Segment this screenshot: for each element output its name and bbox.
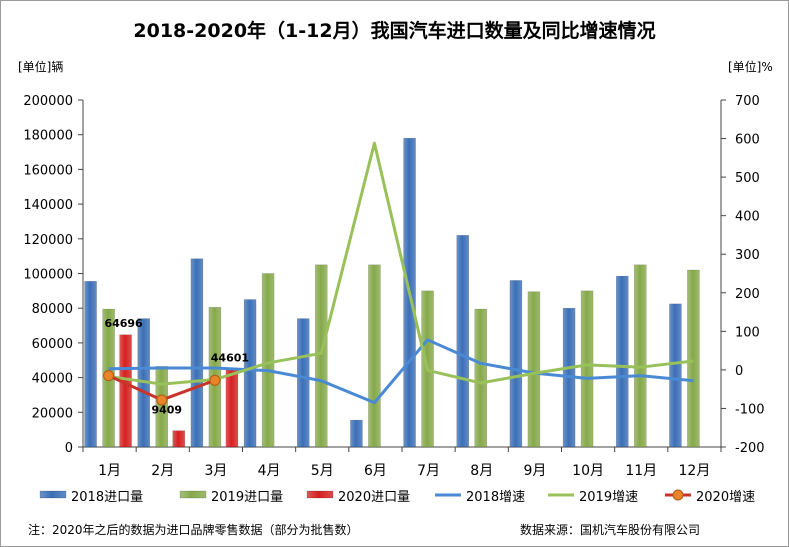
right-y-tick-label: 600 xyxy=(735,133,760,148)
right-y-tick-label: 500 xyxy=(735,171,760,186)
left-y-tick-label: 80000 xyxy=(32,302,73,317)
x-tick-label: 12月 xyxy=(679,463,711,479)
legend-label: 2019增速 xyxy=(579,490,638,505)
right-y-tick-label: 300 xyxy=(735,248,760,263)
right-y-tick-label: 200 xyxy=(735,287,760,302)
legend-label: 2020增速 xyxy=(696,490,755,505)
bar-2018进口量 xyxy=(243,299,257,448)
marker-2020增速 xyxy=(103,370,115,382)
bar-2019进口量 xyxy=(634,264,647,448)
x-tick-label: 3月 xyxy=(204,463,227,479)
right-y-tick-label: 100 xyxy=(735,325,760,340)
bar-2019进口量 xyxy=(155,366,168,448)
data-source: 数据来源：国机汽车股份有限公司 xyxy=(520,523,701,537)
left-y-tick-label: 160000 xyxy=(23,163,73,178)
left-y-tick-label: 140000 xyxy=(23,198,73,213)
left-axis-unit: [单位]辆 xyxy=(18,60,64,74)
right-y-tick-label: -200 xyxy=(735,441,765,456)
line-2019增速 xyxy=(108,141,694,386)
x-tick-label: 11月 xyxy=(625,463,657,479)
left-y-tick-label: 40000 xyxy=(32,372,73,387)
bar-2018进口量 xyxy=(456,235,469,448)
legend-swatch xyxy=(306,490,334,499)
data-label: 44601 xyxy=(211,352,249,365)
left-y-tick-label: 180000 xyxy=(23,129,73,144)
line-2018增速 xyxy=(108,338,694,405)
bar-2018进口量 xyxy=(350,419,363,448)
left-y-tick-label: 60000 xyxy=(32,337,73,352)
bar-2018进口量 xyxy=(84,281,97,448)
bar-2018进口量 xyxy=(509,280,523,448)
right-y-tick-label: 0 xyxy=(735,364,743,379)
bar-2020进口量 xyxy=(119,334,132,448)
x-tick-label: 2月 xyxy=(151,463,174,479)
right-y-tick-label: -100 xyxy=(735,402,765,417)
legend-label: 2018增速 xyxy=(466,490,525,505)
legend-label: 2019进口量 xyxy=(211,490,283,505)
bar-2018进口量 xyxy=(616,275,629,448)
left-y-tick-label: 0 xyxy=(65,441,73,456)
legend-swatch xyxy=(39,490,67,499)
bar-2019进口量 xyxy=(527,291,541,448)
legend-label: 2020进口量 xyxy=(338,490,410,505)
bar-2019进口量 xyxy=(315,264,328,448)
data-label: 64696 xyxy=(104,317,143,330)
legend-marker xyxy=(672,489,684,501)
x-tick-label: 1月 xyxy=(98,463,121,479)
x-tick-label: 9月 xyxy=(523,463,546,479)
bar-2019进口量 xyxy=(687,269,700,448)
bar-2019进口量 xyxy=(580,290,594,448)
right-y-tick-label: 700 xyxy=(735,94,760,109)
left-y-tick-label: 20000 xyxy=(32,406,73,421)
bar-2019进口量 xyxy=(474,308,487,448)
bar-2020进口量 xyxy=(225,369,239,448)
marker-2020增速 xyxy=(156,394,168,406)
bar-2019进口量 xyxy=(368,264,381,448)
right-axis-unit: [单位]% xyxy=(728,60,773,74)
legend-swatch xyxy=(179,490,207,499)
bar-2018进口量 xyxy=(669,303,682,448)
bar-2018进口量 xyxy=(297,318,310,448)
left-y-tick-label: 120000 xyxy=(23,233,73,248)
x-tick-label: 5月 xyxy=(311,463,334,479)
x-tick-label: 7月 xyxy=(417,463,440,479)
marker-2020增速 xyxy=(209,374,221,386)
right-y-tick-label: 400 xyxy=(735,210,760,225)
legend-label: 2018进口量 xyxy=(71,490,143,505)
left-y-tick-label: 200000 xyxy=(23,94,73,109)
x-tick-label: 8月 xyxy=(470,463,493,479)
data-label: 9409 xyxy=(151,404,182,417)
x-tick-label: 6月 xyxy=(364,463,387,479)
left-y-tick-label: 100000 xyxy=(23,268,73,283)
bar-2019进口量 xyxy=(261,273,275,448)
footnote: 注：2020年之后的数据为进口品牌零售数据（部分为批售数） xyxy=(28,523,359,537)
x-tick-label: 10月 xyxy=(572,463,604,479)
chart-title: 2018-2020年（1-12月）我国汽车进口数量及同比增速情况 xyxy=(133,20,656,42)
bar-2018进口量 xyxy=(190,258,204,448)
x-tick-label: 4月 xyxy=(258,463,281,479)
bar-2020进口量 xyxy=(172,430,185,448)
